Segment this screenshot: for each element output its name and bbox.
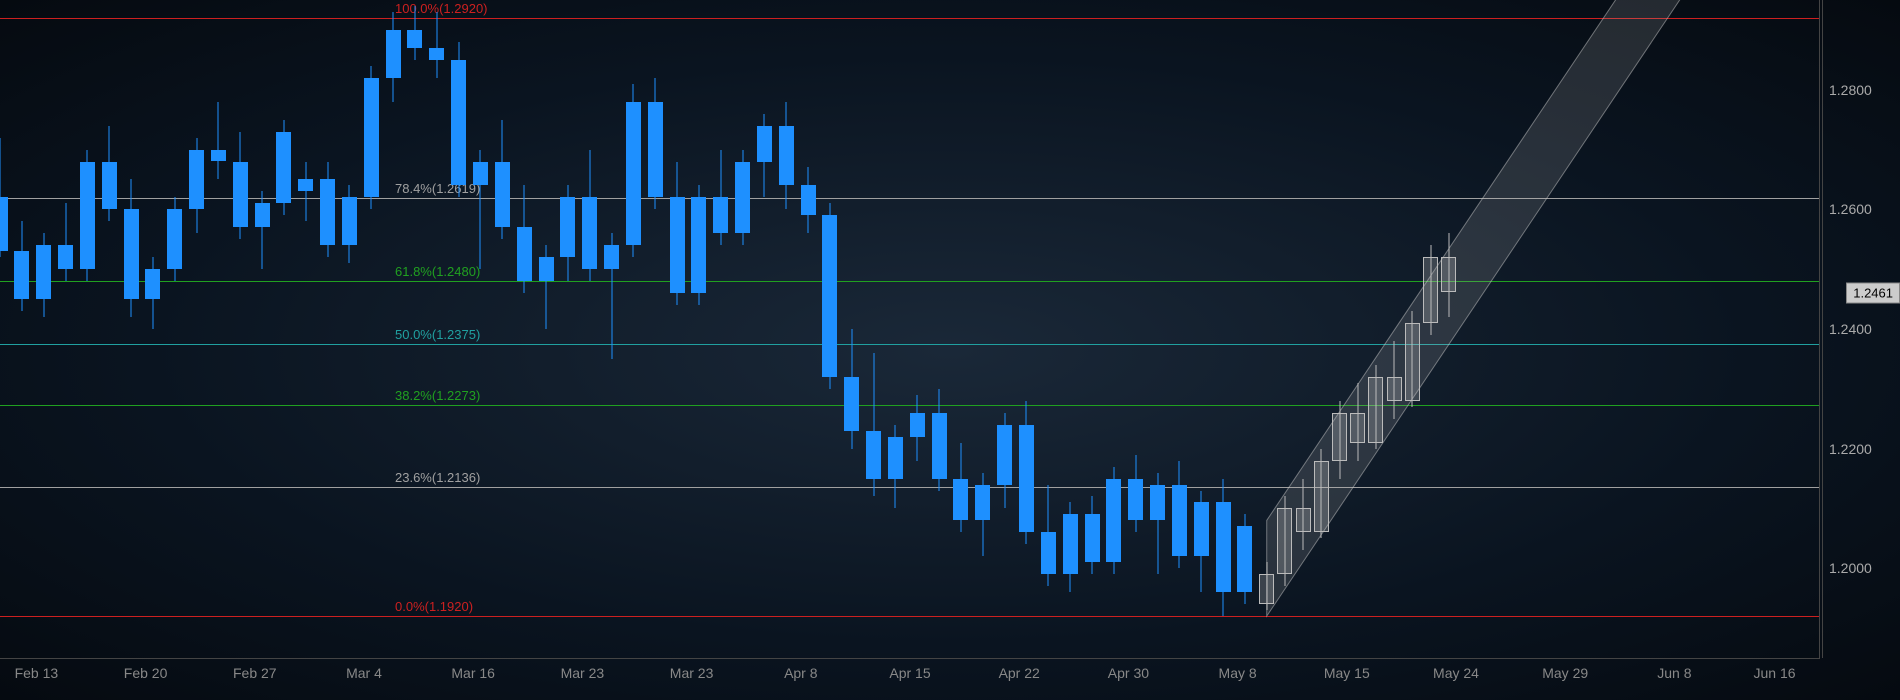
x-tick-label: May 15 — [1324, 665, 1370, 681]
forecast-candle — [1350, 0, 1365, 658]
forecast-candle — [1277, 0, 1292, 658]
forecast-candle — [1423, 0, 1438, 658]
candle — [495, 0, 510, 658]
x-tick-label: Jun 8 — [1657, 665, 1691, 681]
candle — [844, 0, 859, 658]
candle — [888, 0, 903, 658]
candle — [167, 0, 182, 658]
candle — [1063, 0, 1078, 658]
candle — [779, 0, 794, 658]
x-tick-label: Mar 23 — [561, 665, 605, 681]
x-tick-label: Feb 20 — [124, 665, 168, 681]
forecast-candle — [1387, 0, 1402, 658]
candle — [80, 0, 95, 658]
candle — [626, 0, 641, 658]
candle — [276, 0, 291, 658]
y-axis: 1.2800 1.2600 1.2400 1.2200 1.2000 1.2461 — [1822, 0, 1900, 658]
x-tick-label: Apr 8 — [784, 665, 817, 681]
candle — [473, 0, 488, 658]
x-tick-label: Mar 16 — [451, 665, 495, 681]
plot-area[interactable]: 100.0%(1.2920)78.4%(1.2619)61.8%(1.2480)… — [0, 0, 1820, 658]
candle — [14, 0, 29, 658]
y-tick-label: 1.2400 — [1829, 321, 1872, 337]
candle — [102, 0, 117, 658]
x-tick-label: Jun 16 — [1753, 665, 1795, 681]
candle — [517, 0, 532, 658]
candle — [648, 0, 663, 658]
x-tick-label: Apr 30 — [1108, 665, 1149, 681]
x-tick-label: Apr 22 — [999, 665, 1040, 681]
candle — [58, 0, 73, 658]
candle — [429, 0, 444, 658]
candle — [560, 0, 575, 658]
candle — [407, 0, 422, 658]
candlestick-chart[interactable]: 100.0%(1.2920)78.4%(1.2619)61.8%(1.2480)… — [0, 0, 1900, 700]
candle — [735, 0, 750, 658]
forecast-candle — [1296, 0, 1311, 658]
candle — [211, 0, 226, 658]
candle — [822, 0, 837, 658]
candle — [1041, 0, 1056, 658]
candle — [342, 0, 357, 658]
y-tick-label: 1.2200 — [1829, 441, 1872, 457]
y-tick-label: 1.2000 — [1829, 560, 1872, 576]
candle — [910, 0, 925, 658]
y-tick-label: 1.2800 — [1829, 82, 1872, 98]
forecast-candle — [1332, 0, 1347, 658]
candle — [233, 0, 248, 658]
candle — [1019, 0, 1034, 658]
x-tick-label: Feb 13 — [15, 665, 59, 681]
candle — [364, 0, 379, 658]
x-tick-label: May 29 — [1542, 665, 1588, 681]
forecast-candle — [1314, 0, 1329, 658]
x-tick-label: Apr 15 — [889, 665, 930, 681]
candle — [298, 0, 313, 658]
current-price-tag: 1.2461 — [1846, 282, 1900, 303]
candle — [997, 0, 1012, 658]
candle — [691, 0, 706, 658]
forecast-candle — [1441, 0, 1456, 658]
candle — [386, 0, 401, 658]
candle — [1216, 0, 1231, 658]
forecast-candle — [1368, 0, 1383, 658]
candle — [604, 0, 619, 658]
candle — [953, 0, 968, 658]
x-tick-label: Mar 23 — [670, 665, 714, 681]
x-tick-label: May 8 — [1219, 665, 1257, 681]
candle — [1194, 0, 1209, 658]
candle — [866, 0, 881, 658]
candle — [145, 0, 160, 658]
candle — [757, 0, 772, 658]
x-axis: Feb 13 Feb 20 Feb 27 Mar 4 Mar 16 Mar 23 Mar 2… — [0, 658, 1820, 700]
candle — [320, 0, 335, 658]
candle — [932, 0, 947, 658]
candle — [1150, 0, 1165, 658]
candle — [0, 0, 8, 658]
x-tick-label: Mar 4 — [346, 665, 382, 681]
candle — [1128, 0, 1143, 658]
y-tick-label: 1.2600 — [1829, 201, 1872, 217]
candle — [1237, 0, 1252, 658]
forecast-candle — [1259, 0, 1274, 658]
candle — [36, 0, 51, 658]
candle — [255, 0, 270, 658]
candle — [1085, 0, 1100, 658]
candle — [124, 0, 139, 658]
candle — [713, 0, 728, 658]
candle — [801, 0, 816, 658]
candle — [670, 0, 685, 658]
candle — [582, 0, 597, 658]
candle — [539, 0, 554, 658]
x-tick-label: Feb 27 — [233, 665, 277, 681]
candle — [1106, 0, 1121, 658]
x-tick-label: May 24 — [1433, 665, 1479, 681]
candle — [1172, 0, 1187, 658]
candle — [975, 0, 990, 658]
forecast-candle — [1405, 0, 1420, 658]
candle — [189, 0, 204, 658]
candle — [451, 0, 466, 658]
